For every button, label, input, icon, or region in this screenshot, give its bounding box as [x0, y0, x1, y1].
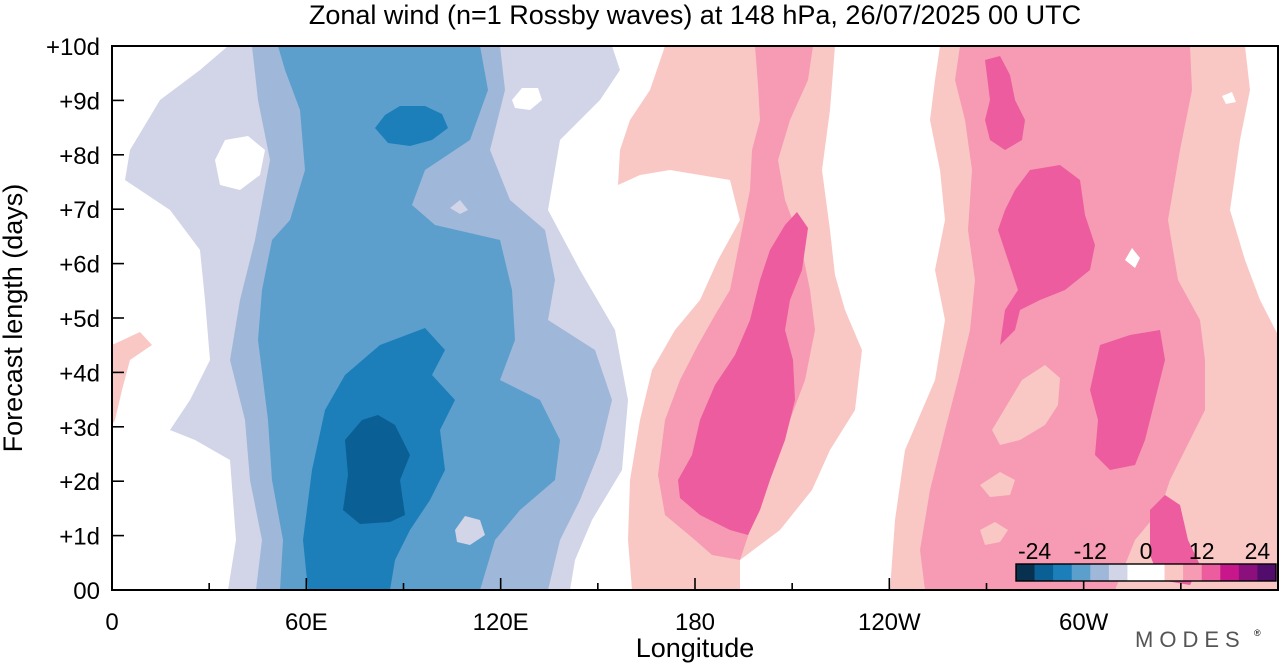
colorbar-swatch	[1183, 564, 1203, 581]
contour-region-minus20	[343, 415, 410, 524]
colorbar-swatch	[1108, 564, 1128, 581]
colorbar-swatch	[1257, 564, 1277, 581]
colorbar-label: 0	[1140, 538, 1153, 564]
contour-cell-plus12-b	[1090, 330, 1165, 470]
y-tick-label: +9d	[59, 88, 100, 115]
contour-patch-plus4-a	[992, 365, 1060, 445]
contour-cell-plus12-a	[998, 165, 1095, 345]
y-tick-label: +4d	[59, 360, 100, 387]
colorbar-swatch	[1146, 564, 1165, 581]
x-tick-label: 60W	[1059, 609, 1109, 636]
contour-hole-b	[512, 88, 542, 110]
colorbar-label: -12	[1074, 538, 1107, 564]
y-axis: 00 +1d +2d +3d +4d +5d +6d +7d +8d +9d +10d	[46, 34, 124, 605]
colorbar-swatch	[1034, 564, 1054, 581]
chart-title: Zonal wind (n=1 Rossby waves) at 148 hPa…	[309, 0, 1081, 30]
colorbar-swatch	[1090, 564, 1110, 581]
contour-patch-minus4-b	[450, 200, 468, 214]
y-tick-label: 00	[73, 578, 100, 605]
contour-cell-plus12-c	[985, 56, 1025, 150]
contour-hole-d	[1222, 92, 1236, 104]
y-tick-label: +1d	[59, 524, 100, 551]
watermark-text: MODES	[1135, 627, 1246, 652]
contour-patch-minus4-a	[455, 516, 485, 545]
contour-patch-plus4-b	[980, 472, 1015, 497]
contour-patch-plus4-edge	[112, 332, 152, 425]
x-tick-label: 120E	[473, 609, 529, 636]
y-tick-label: +5d	[59, 306, 100, 333]
colorbar-swatch	[1164, 564, 1184, 581]
y-tick-label: +8d	[59, 143, 100, 170]
y-tick-label: +3d	[59, 415, 100, 442]
contour-hole-a	[215, 136, 265, 190]
watermark-mark: ®	[1254, 628, 1261, 638]
colorbar-swatch	[1071, 564, 1091, 581]
x-axis: 0 60E 120E 180 120W 60W	[105, 578, 1182, 636]
colorbar-swatch	[1201, 564, 1221, 581]
x-tick-label: 0	[105, 609, 118, 636]
colorbar-swatch	[1238, 564, 1258, 581]
colorbar-label: 12	[1189, 538, 1215, 564]
y-tick-label: +7d	[59, 197, 100, 224]
contour-patch-plus4-c	[980, 522, 1008, 545]
x-axis-label: Longitude	[636, 633, 755, 663]
colorbar: -24 -12 0 12 24	[1015, 538, 1277, 582]
colorbar-swatch	[1053, 564, 1073, 581]
contour-hole-c	[1125, 248, 1140, 268]
x-tick-label: 120W	[858, 609, 921, 636]
y-tick-label: +10d	[46, 34, 100, 61]
x-tick-label: 180	[675, 609, 715, 636]
contour-field	[112, 46, 1278, 590]
y-tick-label: +2d	[59, 469, 100, 496]
colorbar-label: 24	[1245, 538, 1271, 564]
colorbar-swatch	[1127, 564, 1147, 581]
contour-region-plus12-west	[678, 212, 808, 535]
y-axis-label: Forecast length (days)	[0, 184, 28, 453]
colorbar-swatch	[1220, 564, 1240, 581]
colorbar-swatch	[1016, 564, 1035, 581]
y-tick-label: +6d	[59, 252, 100, 279]
contour-cell-plus12-d	[1150, 495, 1200, 585]
plot-frame	[111, 45, 1279, 591]
x-tick-label: 60E	[285, 609, 328, 636]
colorbar-label: -24	[1018, 538, 1051, 564]
contour-cell-minus16-upper	[375, 106, 448, 146]
colorbar-frame	[1015, 563, 1277, 582]
